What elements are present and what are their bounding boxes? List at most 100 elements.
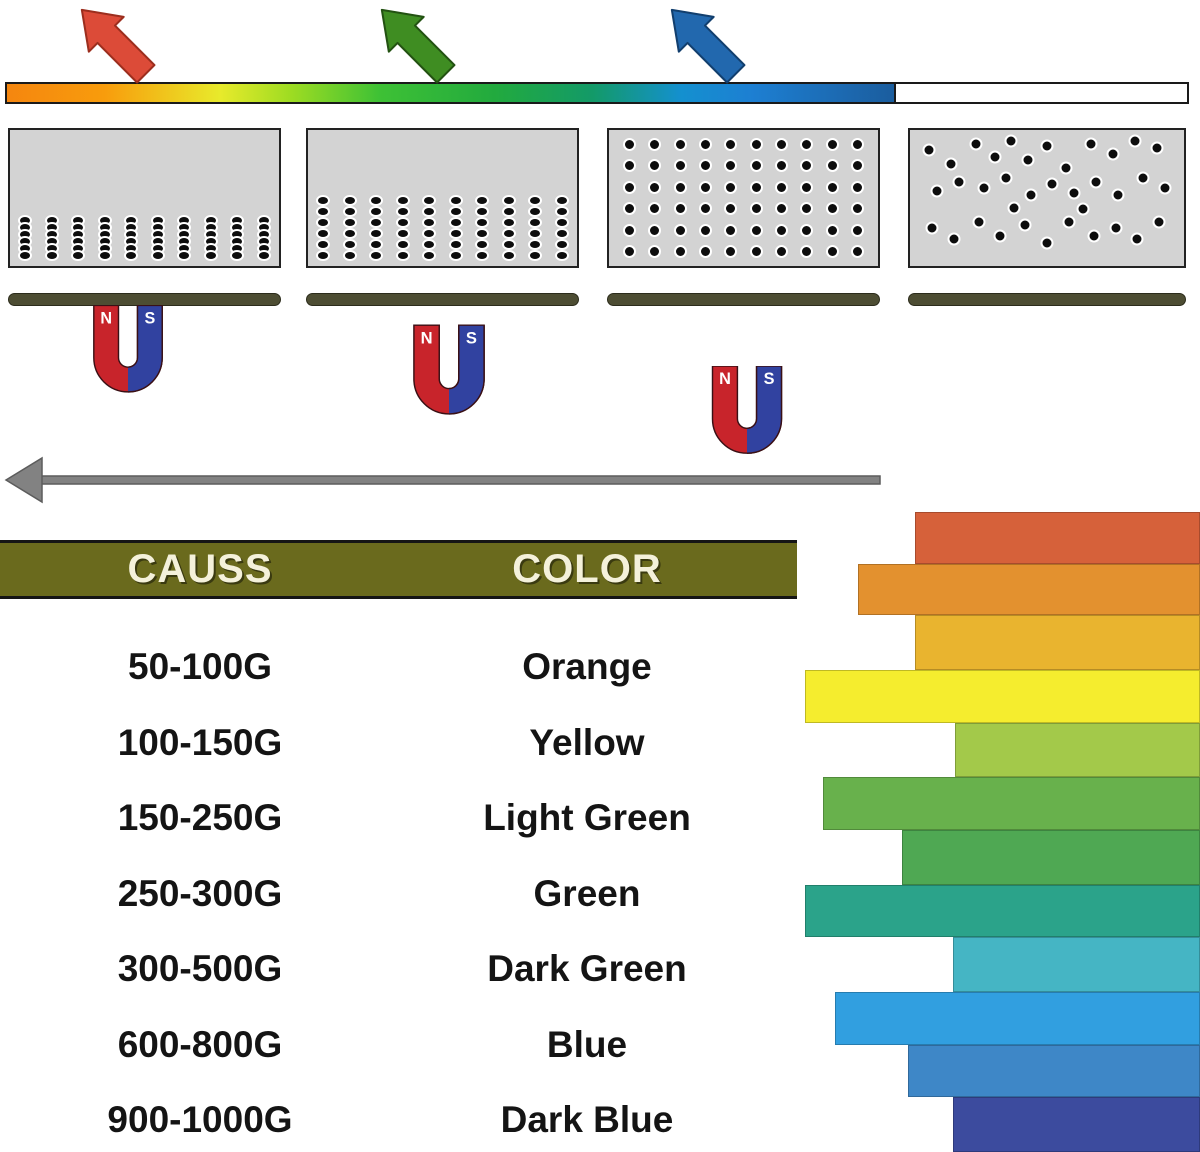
- magnetic-dot: [395, 250, 410, 261]
- magnetic-dot: [230, 250, 245, 261]
- magnetic-dot: [475, 250, 490, 261]
- magnetic-dot: [528, 195, 543, 206]
- magnetic-dot: [316, 217, 330, 228]
- magnetic-dot: [422, 195, 437, 206]
- magnetic-dot: [952, 175, 966, 189]
- magnetic-dot: [724, 244, 738, 258]
- magnetic-dot: [203, 250, 218, 261]
- magnetic-dot: [1059, 161, 1073, 175]
- magnetic-dot: [528, 228, 543, 239]
- table-row: 100-150G Yellow: [0, 716, 797, 770]
- magnetic-dot: [1076, 202, 1090, 216]
- magnetic-dot: [1084, 137, 1098, 151]
- magnetic-dot: [422, 239, 437, 250]
- magnetic-dot: [648, 202, 662, 216]
- magnetic-dot: [993, 229, 1007, 243]
- magnetic-dot: [930, 184, 944, 198]
- magnet-south-label: S: [144, 309, 155, 327]
- magnetic-dot: [623, 202, 636, 216]
- magnetic-dot: [673, 202, 687, 216]
- magnetic-dot: [800, 180, 814, 194]
- magnetic-dot: [1158, 181, 1172, 195]
- magnetic-dot: [724, 202, 738, 216]
- magnetic-dot: [528, 217, 543, 228]
- magnetic-dot: [825, 244, 839, 258]
- film-dots-random: [908, 128, 1186, 268]
- magnetic-dot: [475, 206, 490, 217]
- magnetic-dot: [448, 228, 463, 239]
- film-strip-bar: [306, 293, 579, 306]
- magnetic-dot: [944, 157, 958, 171]
- magnetic-dot: [749, 202, 763, 216]
- magnetic-dot: [774, 180, 788, 194]
- magnetic-dot: [501, 239, 516, 250]
- table-row: 150-250G Light Green: [0, 791, 797, 845]
- film-strip-bar: [607, 293, 880, 306]
- magnetic-dot: [395, 228, 410, 239]
- arrow-green: [380, 8, 456, 84]
- dot-column: [395, 195, 410, 261]
- magnetic-dot: [316, 195, 330, 206]
- magnetic-dot: [342, 206, 357, 217]
- dot-column: [501, 195, 516, 261]
- dot-column: [203, 215, 218, 261]
- magnetic-dot: [850, 159, 864, 173]
- dot-grid-row: [623, 244, 864, 258]
- magnetic-dot: [150, 250, 165, 261]
- magnetic-dot: [925, 221, 939, 235]
- dot-column: [475, 195, 490, 261]
- color-swatch-bar: [915, 512, 1200, 564]
- dot-column: [71, 215, 86, 261]
- table-row: 900-1000G Dark Blue: [0, 1093, 797, 1147]
- magnetic-dot: [448, 217, 463, 228]
- magnetic-dot: [395, 239, 410, 250]
- magnetic-dot: [648, 244, 662, 258]
- dot-column: [124, 215, 139, 261]
- magnetic-dot: [422, 250, 437, 261]
- magnetic-dot: [369, 228, 384, 239]
- magnetic-dot: [825, 138, 839, 151]
- magnetic-dot: [850, 138, 864, 151]
- magnetic-dot: [947, 232, 961, 246]
- magnet-north-label: N: [100, 309, 112, 327]
- magnetic-dot: [648, 138, 662, 151]
- arrow-blue: [670, 8, 746, 84]
- gauss-value: 250-300G: [117, 872, 283, 914]
- color-swatch-bar: [915, 615, 1200, 670]
- magnetic-dot: [1130, 232, 1144, 246]
- magnetic-dot: [1128, 134, 1142, 148]
- dot-grid-row: [623, 159, 864, 173]
- color-name: Orange: [522, 646, 652, 687]
- color-name: Green: [533, 872, 641, 914]
- magnetic-dot: [922, 143, 936, 157]
- magnetic-dot: [422, 217, 437, 228]
- magnetic-dot: [977, 181, 991, 195]
- magnetic-dot: [800, 244, 814, 258]
- color-swatch-bar: [823, 777, 1200, 830]
- magnetic-dot: [774, 244, 788, 258]
- magnetic-dot: [698, 138, 712, 151]
- magnetic-dot: [1045, 177, 1059, 191]
- magnetic-dot: [1106, 147, 1120, 161]
- gauss-value: 100-150G: [117, 721, 283, 763]
- magnetic-dot: [698, 202, 712, 216]
- magnetic-dot: [825, 159, 839, 173]
- magnetic-dot: [825, 202, 839, 216]
- magnetic-dot: [448, 250, 463, 261]
- table-row: 50-100G Orange: [0, 640, 797, 694]
- magnetic-dot: [177, 250, 192, 261]
- gauss-value: 50-100G: [128, 646, 272, 687]
- header-color: COLOR: [512, 547, 662, 591]
- magnetic-dot: [623, 159, 636, 173]
- color-swatch-bar: [953, 937, 1200, 992]
- color-swatch-bar: [805, 885, 1200, 937]
- magnetic-dot: [724, 159, 738, 173]
- dot-column: [554, 195, 569, 261]
- magnetic-dot: [648, 159, 662, 173]
- color-name: Dark Green: [487, 948, 687, 989]
- color-swatch-bar: [858, 564, 1200, 615]
- magnetic-dot: [1087, 229, 1101, 243]
- film-dots-even-grid: [607, 128, 880, 268]
- table-row: 600-800G Blue: [0, 1018, 797, 1072]
